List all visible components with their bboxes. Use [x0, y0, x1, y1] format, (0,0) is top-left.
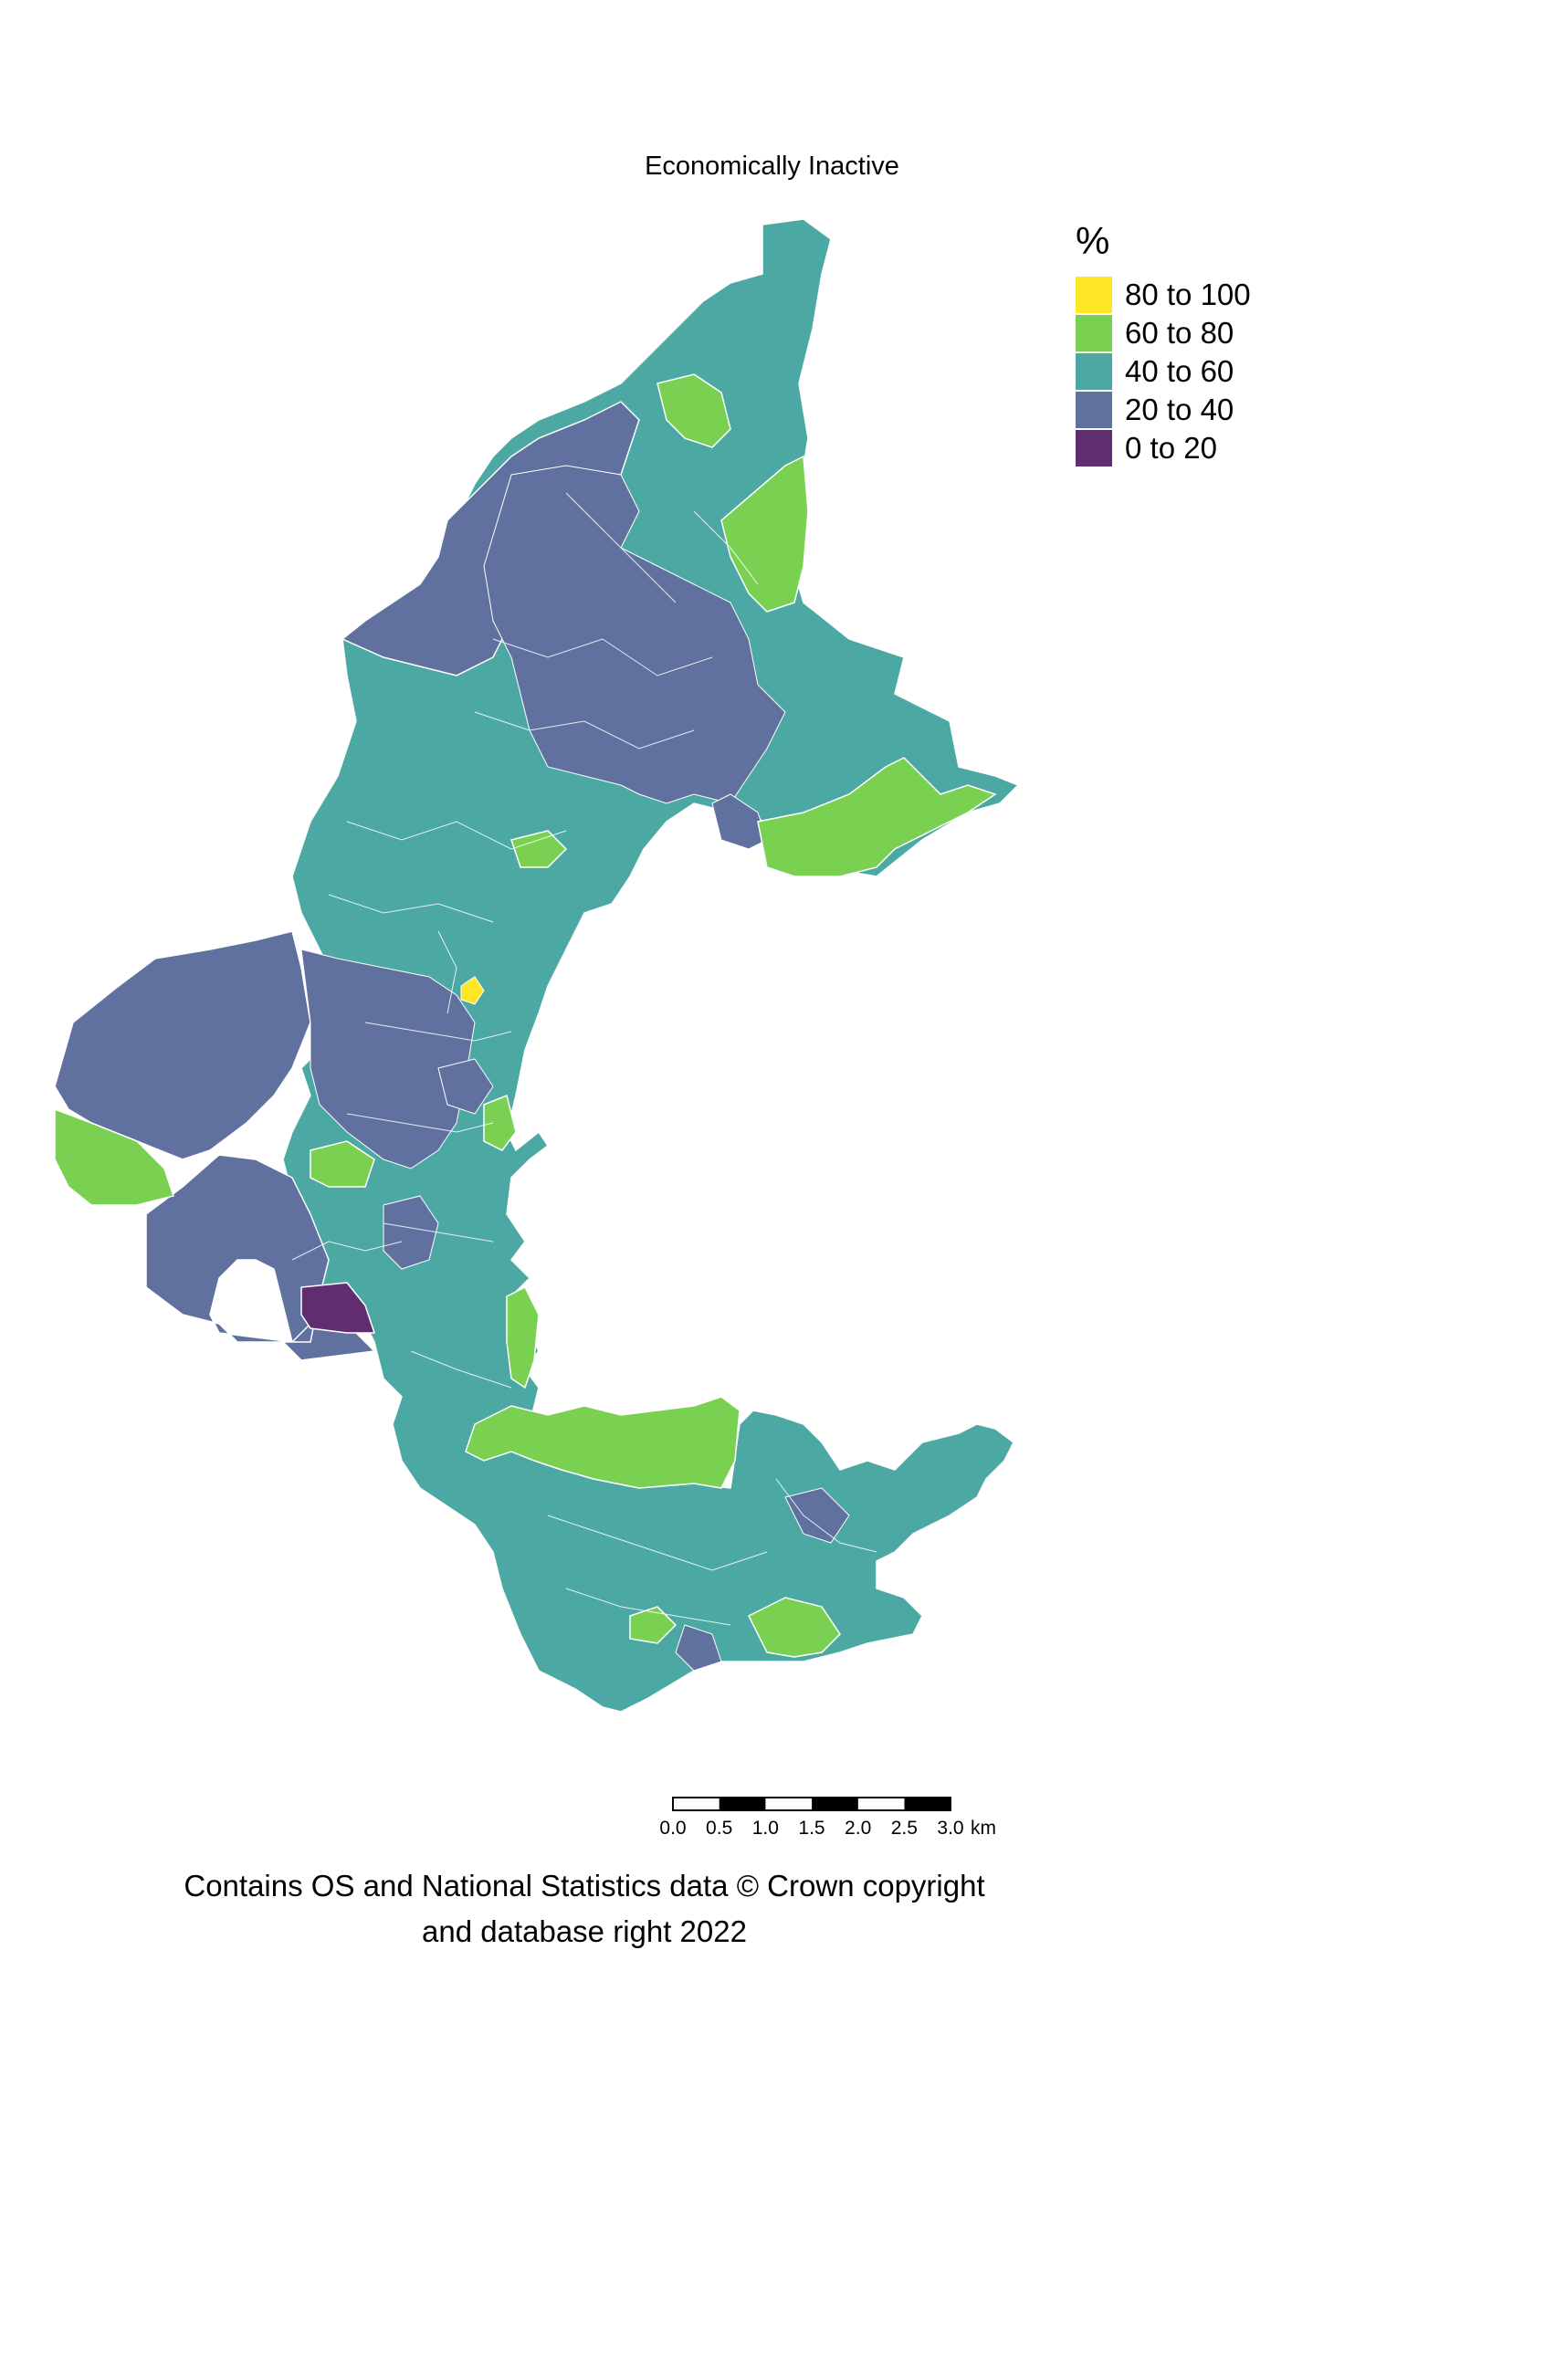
map-region-patch-a	[383, 1195, 439, 1270]
scale-tick-label: 0.5	[706, 1818, 733, 1839]
legend-label: 0 to 20	[1125, 431, 1217, 465]
scale-labels: 0.0 0.5 1.0 1.5 2.0 2.5 3.0 km	[659, 1818, 1056, 1845]
legend-swatch	[1076, 430, 1112, 467]
legend-item: 40 to 60	[1076, 352, 1251, 391]
map-region-mid-dark	[300, 949, 476, 1169]
scale-bar-graphic	[672, 1797, 951, 1811]
map-region-northeast-green	[720, 455, 809, 613]
map-region-base	[282, 218, 1020, 1713]
map-region-patch-b	[437, 1058, 494, 1115]
scale-tick-label: 1.5	[798, 1818, 825, 1839]
attribution: Contains OS and National Statistics data…	[164, 1863, 1004, 1955]
legend-title: %	[1076, 219, 1110, 262]
attribution-line-1: Contains OS and National Statistics data…	[184, 1869, 985, 1903]
map-region-central-dark	[483, 465, 786, 804]
scale-bar: 0.0 0.5 1.0 1.5 2.0 2.5 3.0 km	[659, 1796, 996, 1839]
legend-label: 60 to 80	[1125, 316, 1234, 350]
map-title: Economically Inactive	[645, 152, 899, 181]
scale-tick-label: 2.0	[845, 1818, 872, 1839]
scale-tick-label: 1.0	[751, 1818, 779, 1839]
legend-label: 20 to 40	[1125, 393, 1234, 426]
map-region-yellow	[460, 976, 485, 1005]
legend-swatch	[1076, 353, 1112, 390]
map-region-patch-d	[675, 1624, 722, 1672]
legend-item: 20 to 40	[1076, 391, 1251, 429]
map-region-patch-c	[784, 1487, 850, 1544]
map-region-south-green	[465, 1396, 740, 1489]
legend-swatch	[1076, 392, 1112, 428]
legend-item: 80 to 100	[1076, 276, 1251, 314]
legend-swatch	[1076, 315, 1112, 351]
map-region-southeast-green	[747, 1597, 841, 1658]
scale-tick-label: 3.0	[937, 1818, 964, 1839]
attribution-line-2: and database right 2022	[422, 1914, 747, 1948]
scale-tick-label: 0.0	[659, 1818, 687, 1839]
map-boundaries	[291, 492, 877, 1626]
map-region-southwest	[145, 1154, 376, 1361]
map-region-west-green	[54, 1107, 174, 1206]
legend-swatch	[1076, 277, 1112, 313]
map-region-south-green-small	[629, 1606, 677, 1644]
map-region-coast-green-b	[483, 1094, 517, 1151]
legend-item: 60 to 80	[1076, 314, 1251, 352]
map-region-inland-green	[310, 1140, 375, 1188]
legend-label: 40 to 60	[1125, 354, 1234, 388]
legend-items: 80 to 100 60 to 80 40 to 60 20 to 40 0 to 20	[1076, 276, 1251, 467]
legend-label: 80 to 100	[1125, 278, 1251, 311]
map-region-coast-green-a	[506, 1285, 540, 1389]
map-region-north-green	[656, 373, 731, 448]
map-region-purple	[300, 1282, 376, 1334]
scale-tick-label: 2.5	[890, 1818, 918, 1839]
map-region-green-central	[510, 830, 568, 868]
legend-item: 0 to 20	[1076, 429, 1251, 467]
map-region-east-coast-green	[757, 757, 997, 877]
legend: % 80 to 100 60 to 80 40 to 60 20 to 40 0 to …	[1076, 219, 1251, 467]
scale-unit: km	[971, 1818, 996, 1839]
